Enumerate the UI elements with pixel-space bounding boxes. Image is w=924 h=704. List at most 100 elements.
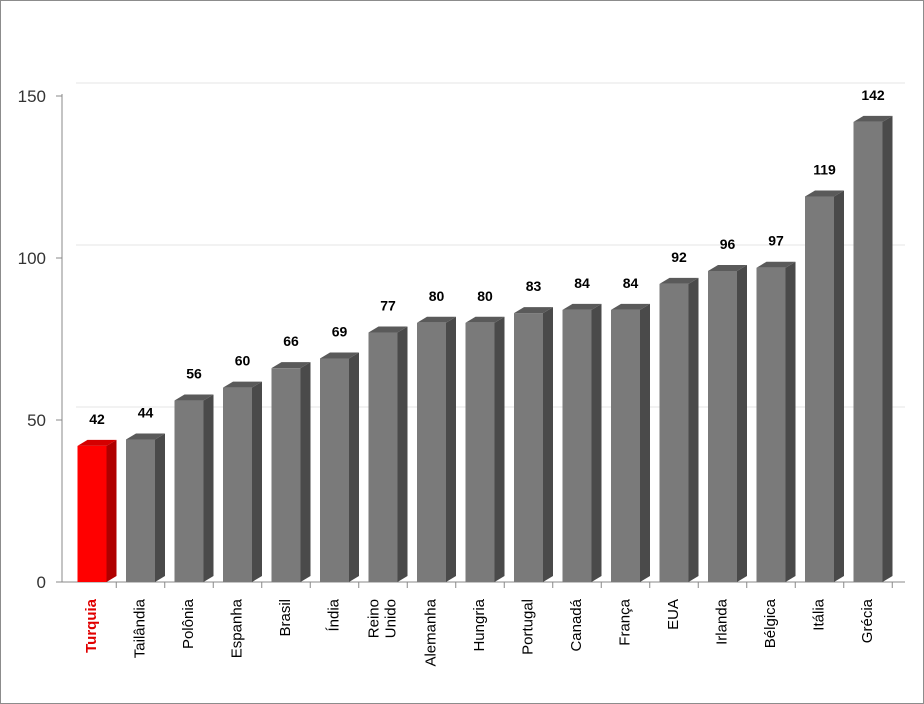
bar bbox=[77, 439, 117, 582]
bar-top bbox=[77, 439, 117, 446]
bar bbox=[708, 264, 747, 582]
bar-front bbox=[271, 368, 301, 582]
bar bbox=[659, 277, 699, 582]
bar-side bbox=[640, 303, 650, 582]
bar bbox=[805, 190, 844, 582]
bar-top bbox=[611, 303, 650, 310]
data-label: 96 bbox=[720, 236, 736, 252]
category-label: Índia bbox=[326, 598, 343, 631]
category-label: EUA bbox=[665, 599, 682, 630]
category-label: Turquia bbox=[83, 598, 100, 653]
bar-side bbox=[494, 316, 505, 582]
category-label: Bélgica bbox=[762, 598, 779, 648]
bar-front bbox=[368, 332, 398, 582]
data-label: 80 bbox=[477, 288, 493, 304]
bar-front bbox=[174, 400, 204, 582]
bars bbox=[77, 115, 893, 583]
bar-top bbox=[659, 277, 699, 284]
bar-front bbox=[853, 121, 883, 583]
data-label: 97 bbox=[768, 233, 784, 249]
category-label: Polônia bbox=[180, 598, 197, 649]
bar-front bbox=[805, 196, 834, 582]
bar-side bbox=[155, 433, 165, 582]
bar-top bbox=[174, 394, 214, 401]
bar-top bbox=[562, 303, 602, 310]
bar-top bbox=[368, 326, 408, 333]
bar bbox=[562, 303, 602, 582]
data-label: 77 bbox=[380, 298, 396, 314]
bar-front bbox=[465, 322, 495, 582]
bar-front bbox=[708, 270, 737, 582]
data-label: 42 bbox=[89, 411, 105, 427]
bar-side bbox=[252, 381, 262, 582]
y-tick-label: 50 bbox=[27, 411, 46, 430]
bar bbox=[465, 316, 505, 582]
bar-side bbox=[106, 439, 117, 582]
data-label: 56 bbox=[186, 366, 202, 382]
bar bbox=[611, 303, 650, 582]
data-label: 92 bbox=[671, 249, 687, 265]
bar-side bbox=[543, 307, 553, 582]
bar-front bbox=[611, 309, 640, 582]
y-tick-label: 100 bbox=[18, 249, 46, 268]
data-label: 142 bbox=[861, 87, 885, 103]
bar bbox=[417, 316, 456, 582]
category-label: Reino bbox=[366, 599, 383, 638]
category-label: Alemanha bbox=[423, 598, 440, 666]
bar-top bbox=[320, 352, 359, 359]
bar-side bbox=[737, 264, 747, 582]
bar-front bbox=[223, 387, 252, 582]
bar-side bbox=[203, 394, 214, 582]
bar-top bbox=[853, 115, 893, 122]
bar-side bbox=[688, 277, 699, 582]
bar-side bbox=[446, 316, 456, 582]
y-tick-label: 0 bbox=[37, 573, 46, 592]
bar-top bbox=[271, 362, 311, 369]
category-label: Tailândia bbox=[132, 598, 149, 658]
category-label: Itália bbox=[811, 598, 828, 630]
bar-front bbox=[417, 322, 446, 582]
data-label: 80 bbox=[429, 288, 445, 304]
bar-side bbox=[591, 303, 602, 582]
bar-front bbox=[514, 313, 543, 582]
data-label: 84 bbox=[574, 275, 590, 291]
y-tick-label: 150 bbox=[18, 87, 46, 106]
data-label: 69 bbox=[332, 323, 348, 339]
bar bbox=[271, 362, 311, 582]
bar bbox=[174, 394, 214, 582]
data-label: 44 bbox=[138, 404, 154, 420]
bar-top bbox=[708, 264, 747, 271]
bar-front bbox=[126, 439, 155, 582]
bar-side bbox=[397, 326, 408, 582]
data-label: 119 bbox=[813, 161, 836, 177]
bar-front bbox=[562, 309, 592, 582]
bar-side bbox=[349, 352, 359, 582]
bar-top bbox=[514, 307, 553, 314]
bar-front bbox=[77, 445, 107, 582]
bar-top bbox=[805, 190, 844, 197]
data-label: 84 bbox=[623, 275, 639, 291]
bar bbox=[126, 433, 165, 582]
bar bbox=[368, 326, 408, 582]
labels: 42 Turquia 44 Tailândia 56 Polônia 60 Espanha 66… bbox=[83, 87, 885, 667]
category-label: Portugal bbox=[520, 599, 537, 655]
category-label: Hungria bbox=[471, 598, 488, 651]
bar bbox=[223, 381, 262, 582]
data-label: 83 bbox=[526, 278, 542, 294]
category-label: Espanha bbox=[229, 598, 246, 658]
bar bbox=[853, 115, 893, 583]
category-label: Brasil bbox=[277, 599, 294, 637]
bar-top bbox=[417, 316, 456, 323]
category-label: Grécia bbox=[859, 598, 876, 643]
bar-top bbox=[126, 433, 165, 440]
data-label: 60 bbox=[235, 353, 251, 369]
category-label: França bbox=[617, 598, 634, 645]
bar-side bbox=[300, 362, 311, 582]
category-label: Irlanda bbox=[714, 598, 731, 645]
bar-front bbox=[320, 358, 349, 582]
bar bbox=[514, 307, 553, 582]
category-label: Unido bbox=[383, 599, 400, 638]
data-label: 66 bbox=[283, 333, 299, 349]
